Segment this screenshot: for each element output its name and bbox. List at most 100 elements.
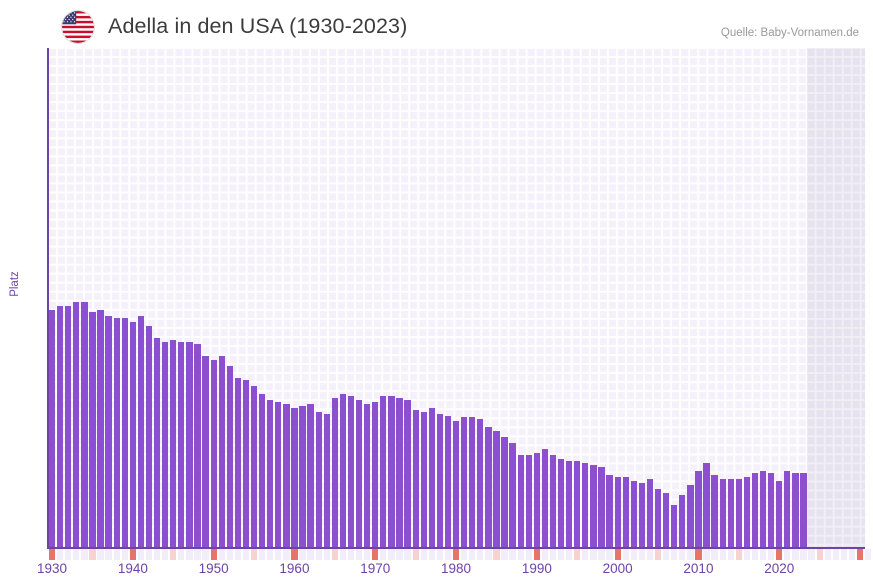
bar-1978 <box>436 413 444 548</box>
bar-1935 <box>89 312 96 548</box>
bar-1985 <box>493 431 500 548</box>
x-tick-1994 <box>566 549 573 560</box>
bar-1940 <box>129 322 136 548</box>
bar-1942 <box>145 326 153 548</box>
x-tick-1992 <box>549 549 557 560</box>
x-tick-1979 <box>444 549 452 560</box>
bar-2023 <box>800 473 807 548</box>
y-axis-line <box>47 48 49 549</box>
x-tick-1962 <box>307 549 314 560</box>
x-tick-1989 <box>525 549 532 560</box>
bar-1950 <box>210 359 217 548</box>
x-tick-1940 <box>129 549 136 560</box>
bar-1967 <box>347 395 355 548</box>
bar-1948 <box>194 344 201 548</box>
x-tick-1967 <box>347 549 355 560</box>
bar-1996 <box>582 463 589 548</box>
x-tick-1941 <box>137 549 145 560</box>
bar-1987 <box>509 443 516 548</box>
bar-1959 <box>283 403 290 548</box>
bar-1936 <box>97 310 104 548</box>
bar-1930 <box>48 310 56 548</box>
y-axis-title: Platz <box>9 271 21 297</box>
x-tick-1966 <box>339 549 347 560</box>
x-tick-1951 <box>218 549 225 560</box>
x-tick-2006 <box>662 549 670 560</box>
bar-1969 <box>364 403 371 548</box>
x-tick-1953 <box>234 549 242 560</box>
bar-2015 <box>735 479 742 548</box>
x-axis-ticks <box>48 549 872 560</box>
x-tick-label-1930: 1930 <box>37 561 68 576</box>
x-tick-2005 <box>654 549 662 560</box>
bar-1937 <box>105 316 112 548</box>
x-tick-1944 <box>162 549 169 560</box>
bar-2003 <box>638 482 646 548</box>
bar-1973 <box>396 397 403 548</box>
bar-1991 <box>541 449 549 548</box>
source-label: Quelle: Baby-Vornamen.de <box>720 27 859 39</box>
bar-1997 <box>590 465 597 548</box>
bar-1961 <box>299 405 306 548</box>
bar-2016 <box>743 477 751 548</box>
x-tick-2028 <box>840 549 848 560</box>
x-tick-1943 <box>153 549 161 560</box>
x-tick-1955 <box>250 549 258 560</box>
x-tick-2031 <box>864 549 872 560</box>
x-tick-1933 <box>73 549 80 560</box>
x-tick-1961 <box>299 549 306 560</box>
bar-1958 <box>275 401 282 548</box>
x-tick-1969 <box>364 549 371 560</box>
bar-2013 <box>719 479 726 548</box>
x-tick-1974 <box>404 549 411 560</box>
x-tick-1949 <box>202 549 209 560</box>
x-tick-1972 <box>388 549 395 560</box>
bar-2000 <box>614 477 621 548</box>
x-tick-1938 <box>113 549 120 560</box>
x-tick-1956 <box>258 549 266 560</box>
x-tick-1931 <box>56 549 64 560</box>
x-tick-2023 <box>800 549 807 560</box>
bar-1964 <box>323 413 330 548</box>
bar-1951 <box>218 355 225 548</box>
bar-2007 <box>671 504 678 548</box>
x-tick-1964 <box>323 549 330 560</box>
bar-1945 <box>170 340 177 548</box>
bar-1976 <box>420 411 427 548</box>
bar-1934 <box>81 302 88 548</box>
bar-1952 <box>226 365 233 548</box>
x-tick-2027 <box>832 549 839 560</box>
bar-1965 <box>331 397 338 548</box>
bar-2001 <box>622 477 629 548</box>
x-tick-1963 <box>315 549 322 560</box>
bar-1949 <box>202 355 209 548</box>
x-tick-2019 <box>768 549 775 560</box>
x-tick-1945 <box>170 549 177 560</box>
bar-1956 <box>258 393 266 548</box>
bar-1982 <box>469 417 476 548</box>
x-tick-1942 <box>145 549 153 560</box>
x-tick-1958 <box>275 549 282 560</box>
x-tick-1985 <box>493 549 500 560</box>
x-tick-2011 <box>703 549 710 560</box>
bar-2022 <box>792 473 799 548</box>
bar-1983 <box>477 419 484 548</box>
x-tick-1990 <box>533 549 540 560</box>
x-tick-2029 <box>848 549 856 560</box>
x-tick-1965 <box>331 549 338 560</box>
x-tick-2013 <box>719 549 726 560</box>
x-tick-2009 <box>687 549 694 560</box>
x-tick-label-1990: 1990 <box>521 561 552 576</box>
bar-1957 <box>267 399 274 548</box>
bar-1988 <box>517 455 524 548</box>
x-tick-label-2010: 2010 <box>683 561 714 576</box>
x-tick-2020 <box>776 549 783 560</box>
x-tick-1936 <box>97 549 104 560</box>
x-tick-1977 <box>428 549 435 560</box>
x-tick-2017 <box>751 549 759 560</box>
x-tick-2025 <box>816 549 823 560</box>
x-tick-label-1980: 1980 <box>441 561 472 576</box>
x-tick-1935 <box>89 549 96 560</box>
x-tick-2021 <box>784 549 791 560</box>
